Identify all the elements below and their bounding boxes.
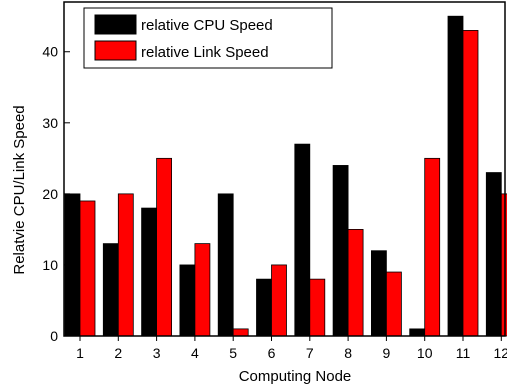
y-tick-label: 10 (42, 257, 58, 273)
bar-series2-node-3 (156, 157, 173, 337)
legend: relative CPU Speed relative Link Speed (83, 7, 333, 69)
bars-group (64, 15, 507, 337)
legend-label-link: relative Link Speed (141, 44, 269, 61)
x-tick-label: 9 (383, 345, 391, 361)
bar-series1-node-3 (141, 207, 158, 337)
bar-series1-node-2 (102, 243, 119, 337)
bar-series2-node-10 (424, 157, 441, 337)
x-tick-label: 6 (268, 345, 276, 361)
x-tick-label: 1 (76, 345, 84, 361)
bar-series1-node-5 (217, 193, 234, 337)
x-tick-label: 3 (153, 345, 161, 361)
x-tick-label: 5 (229, 345, 237, 361)
x-tick-label: 4 (191, 345, 199, 361)
bar-series1-node-10 (409, 328, 426, 337)
x-tick-label: 10 (417, 345, 433, 361)
bar-series1-node-8 (332, 165, 349, 337)
y-tick-label: 0 (50, 328, 58, 344)
bar-series1-node-6 (256, 278, 272, 337)
y-axis-title: Relatvie CPU/Link Speed (11, 105, 28, 274)
legend-swatch-cpu (94, 14, 137, 35)
legend-label-cpu: relative CPU Speed (141, 17, 273, 34)
x-axis: 1 2 3 4 5 6 7 8 9 10 11 12 (76, 336, 507, 361)
x-tick-label: 2 (114, 345, 122, 361)
x-axis-title: Computing Node (239, 368, 352, 385)
x-tick-label: 12 (494, 345, 507, 361)
y-tick-label: 40 (42, 44, 58, 60)
bar-series2-node-11 (462, 30, 479, 337)
x-tick-label: 8 (344, 345, 352, 361)
bar-series1-node-12 (485, 172, 502, 337)
legend-swatch-link (94, 40, 137, 61)
bar-series2-node-1 (79, 200, 96, 337)
bar-series2-node-12 (500, 193, 507, 337)
bar-series1-node-4 (179, 264, 196, 337)
bar-series2-node-5 (232, 328, 249, 337)
bar-series1-node-7 (294, 143, 311, 337)
x-tick-label: 7 (306, 345, 314, 361)
bar-series1-node-9 (370, 250, 387, 337)
bar-series2-node-7 (309, 278, 326, 337)
y-axis: 0 10 20 30 40 (42, 44, 70, 344)
bar-series2-node-8 (347, 229, 364, 337)
plot-frame (63, 1, 506, 337)
y-tick-label: 30 (42, 115, 58, 131)
bar-series2-node-4 (194, 243, 211, 337)
bar-series1-node-11 (447, 15, 464, 337)
x-tick-label: 11 (456, 345, 471, 361)
bar-series2-node-6 (271, 264, 287, 337)
bar-series2-node-9 (385, 271, 402, 337)
bar-series2-node-2 (117, 193, 134, 337)
y-tick-label: 20 (42, 186, 58, 202)
